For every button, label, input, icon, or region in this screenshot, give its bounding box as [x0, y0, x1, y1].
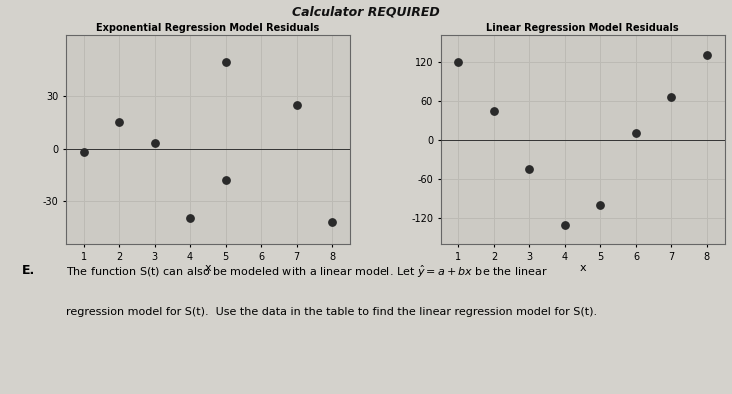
- Text: Calculator REQUIRED: Calculator REQUIRED: [292, 6, 440, 19]
- Title: Linear Regression Model Residuals: Linear Regression Model Residuals: [486, 23, 679, 33]
- X-axis label: x: x: [204, 263, 211, 273]
- Point: [291, 102, 302, 108]
- Point: [701, 52, 713, 58]
- Text: The function S(t) can also be modeled with a linear model. Let $\hat{y} = a + bx: The function S(t) can also be modeled wi…: [66, 264, 548, 281]
- Point: [220, 177, 231, 183]
- Point: [665, 94, 677, 100]
- Point: [452, 58, 464, 65]
- Point: [326, 219, 338, 225]
- Title: Exponential Regression Model Residuals: Exponential Regression Model Residuals: [96, 23, 319, 33]
- Text: E.: E.: [22, 264, 35, 277]
- Point: [113, 119, 125, 126]
- Point: [184, 215, 196, 221]
- Point: [630, 130, 642, 136]
- Point: [149, 140, 160, 147]
- Point: [488, 107, 500, 113]
- Point: [523, 166, 535, 173]
- Text: regression model for S(t).  Use the data in the table to find the linear regress: regression model for S(t). Use the data …: [66, 307, 597, 317]
- Point: [78, 149, 89, 155]
- Point: [559, 221, 571, 228]
- X-axis label: x: x: [580, 263, 586, 273]
- Point: [594, 202, 606, 208]
- Point: [220, 58, 231, 65]
